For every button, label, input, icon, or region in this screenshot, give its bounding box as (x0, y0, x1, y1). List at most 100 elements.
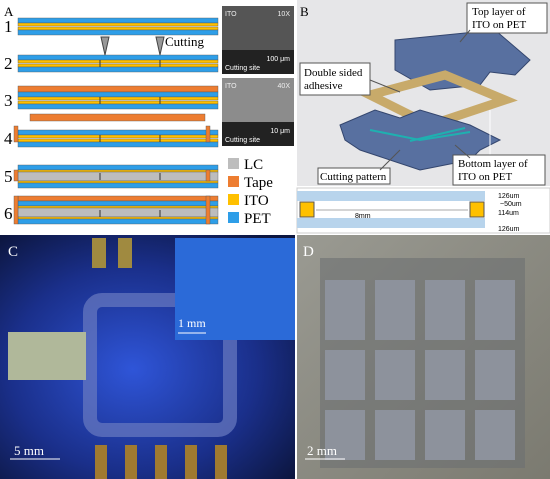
dim-bottom: 126um (498, 226, 520, 233)
scale-label: 2 mm (307, 443, 337, 458)
layer (17, 63, 219, 68)
micro-material: ITO (225, 83, 237, 90)
label-box (466, 2, 548, 34)
legend-swatch (228, 158, 239, 169)
legend-swatch (228, 176, 239, 187)
step-number: 5 (4, 167, 13, 186)
layer (17, 91, 219, 98)
layer (17, 129, 219, 136)
layer (17, 182, 219, 189)
layer (17, 22, 219, 27)
cutting-label: Cutting (165, 34, 205, 49)
layer (17, 207, 219, 218)
layer (17, 96, 219, 101)
micro-material: ITO (225, 11, 237, 18)
step-number: 4 (4, 129, 13, 148)
layer (17, 216, 219, 220)
micrograph-dark (222, 122, 294, 146)
adhesive (83, 293, 237, 437)
panel-label: D (303, 244, 314, 260)
electrode (92, 238, 106, 268)
layer (17, 103, 219, 110)
pixels (325, 280, 515, 460)
blade (100, 36, 110, 56)
layer (17, 218, 219, 225)
micro-site: Cutting site (225, 137, 260, 144)
cutting-lines (409, 127, 466, 142)
layer (17, 100, 219, 105)
layer (17, 200, 219, 207)
leader (459, 29, 471, 43)
layer (17, 66, 219, 73)
inset (175, 238, 295, 340)
micro-scale: 100 μm (267, 56, 291, 63)
dim-spacer: 114um (498, 210, 519, 217)
layer (17, 164, 219, 171)
legend-label: LC (244, 157, 263, 173)
micro-mag: 10X (278, 11, 291, 18)
electrodes (95, 445, 227, 479)
layer (17, 138, 219, 143)
scale-label: 5 mm (14, 443, 44, 458)
callout: ITO on PET (458, 171, 512, 183)
step-number: 1 (4, 17, 13, 36)
spacer (469, 201, 485, 218)
micrograph-dark (222, 50, 294, 74)
leader (369, 79, 401, 93)
micro-scale: 10 μm (270, 128, 290, 135)
layer (17, 59, 219, 64)
label-box (452, 154, 546, 186)
electrode (118, 238, 132, 268)
label-box (299, 62, 371, 96)
scale-label: 1 mm (178, 316, 206, 330)
panel-label: C (8, 244, 18, 260)
blade (155, 36, 165, 56)
dim-top: 126um (498, 193, 520, 200)
layer (17, 195, 219, 202)
layer (17, 17, 219, 24)
layer (17, 171, 219, 182)
dim-width: 8mm (355, 213, 371, 220)
layer (205, 195, 211, 225)
callout: Top layer of (472, 6, 526, 18)
leader (379, 149, 401, 171)
label-box (317, 167, 391, 185)
callout: Double sided (304, 67, 363, 79)
pet-bottom (297, 218, 485, 228)
leader (454, 144, 471, 159)
panel-label: A (4, 4, 14, 19)
layer (29, 113, 206, 122)
callout: ITO on PET (472, 19, 526, 31)
layer (13, 169, 19, 182)
micro-site: Cutting site (225, 65, 260, 72)
micro-mag: 40X (278, 83, 291, 90)
legend-swatch (228, 194, 239, 205)
dim-gap: ~50um (500, 201, 522, 208)
layer (17, 134, 219, 139)
layer (17, 26, 219, 31)
legend-swatch (228, 212, 239, 223)
tape (8, 332, 86, 380)
cutting-lines (369, 129, 471, 142)
layer (17, 180, 219, 184)
layer (17, 169, 219, 173)
legend-label: Tape (244, 175, 273, 191)
callout: Bottom layer of (458, 158, 528, 170)
layer (13, 195, 19, 225)
step-number: 3 (4, 91, 13, 110)
layer (17, 141, 219, 148)
layer (205, 169, 211, 182)
layer (17, 54, 219, 61)
layer (17, 85, 219, 93)
layer (13, 125, 19, 143)
layer (17, 205, 219, 209)
callout: adhesive (304, 80, 343, 92)
spacer (299, 201, 315, 218)
layer (17, 29, 219, 36)
legend-label: PET (244, 211, 271, 227)
layer (205, 125, 211, 143)
step-number: 6 (4, 204, 13, 223)
panel-label: B (300, 4, 309, 19)
step-number: 2 (4, 54, 13, 73)
